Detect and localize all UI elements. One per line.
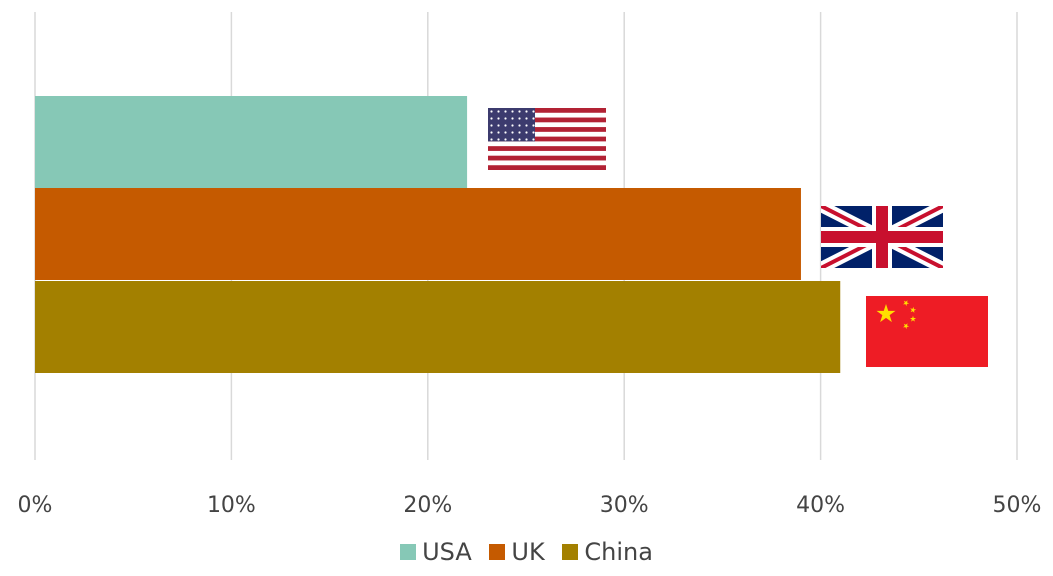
legend-swatch-usa	[400, 544, 417, 560]
legend-swatch-china	[562, 544, 579, 560]
x-axis-ticks: 0% 10% 20% 30% 40% 50%	[18, 493, 1042, 518]
legend-item-uk: UK	[489, 538, 545, 566]
bars	[35, 96, 841, 373]
bar-usa	[35, 96, 468, 188]
usa-flag-icon	[488, 108, 606, 170]
legend-label-uk: UK	[511, 538, 545, 566]
x-tick-label: 20%	[403, 493, 452, 518]
legend-label-usa: USA	[422, 538, 472, 566]
china-flag-icon	[866, 296, 988, 367]
uk-flag-icon	[821, 206, 943, 268]
bar-uk	[35, 188, 801, 280]
x-tick-label: 0%	[18, 493, 53, 518]
x-tick-label: 40%	[796, 493, 845, 518]
legend-item-usa: USA	[400, 538, 472, 566]
flags	[488, 108, 988, 367]
x-tick-label: 10%	[207, 493, 256, 518]
legend-item-china: China	[562, 538, 653, 566]
legend-swatch-uk	[489, 544, 506, 560]
bar-china	[35, 281, 841, 373]
x-tick-label: 50%	[993, 493, 1042, 518]
x-tick-label: 30%	[600, 493, 649, 518]
legend-label-china: China	[584, 538, 653, 566]
legend: USA UK China	[0, 538, 1053, 566]
